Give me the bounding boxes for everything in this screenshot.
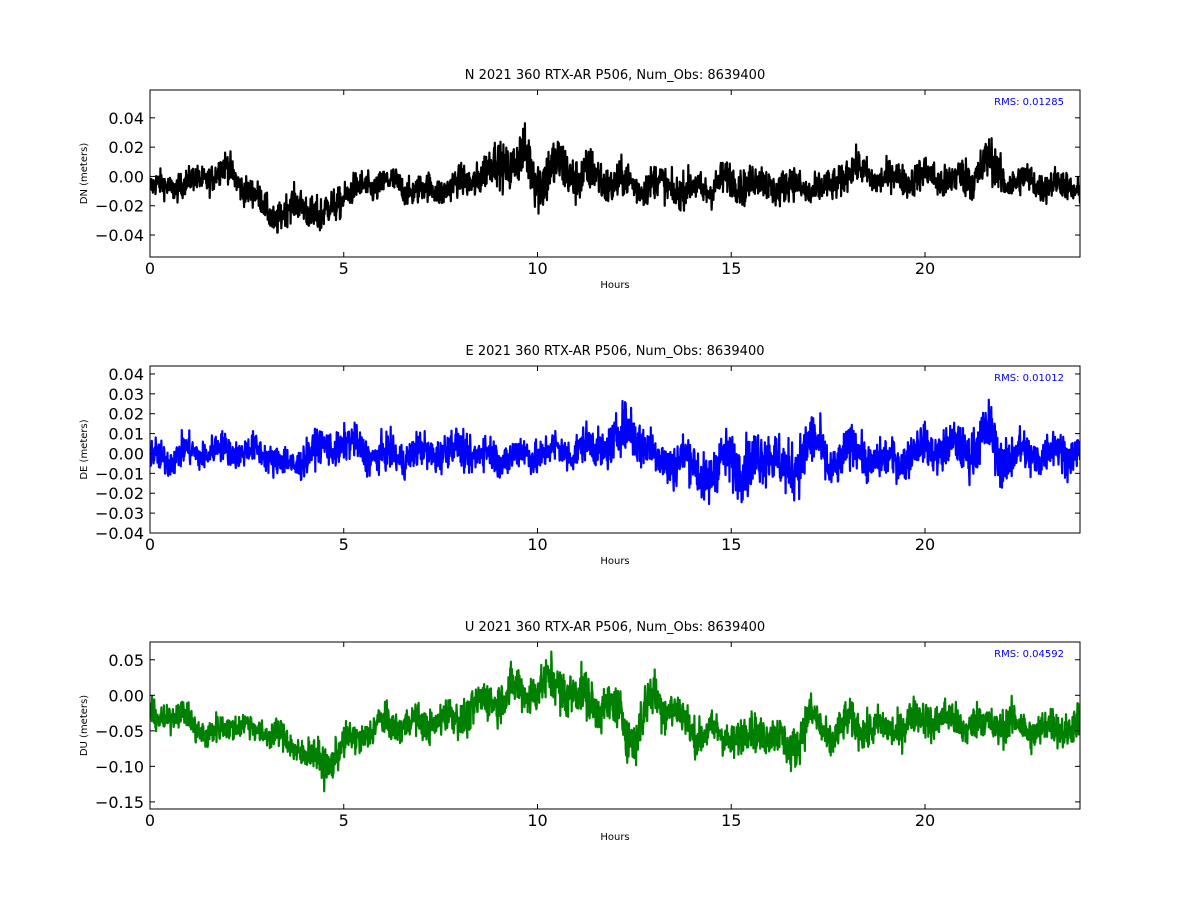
panel-title-up: U 2021 360 RTX-AR P506, Num_Obs: 8639400	[465, 620, 765, 635]
y-tick-label: −0.03	[95, 504, 144, 523]
x-axis-label-north: Hours	[600, 280, 629, 291]
plot-frame-up	[149, 641, 1081, 810]
x-tick-label: 20	[915, 535, 935, 554]
series-line-up	[150, 650, 1080, 793]
x-tick-label: 0	[145, 811, 155, 830]
x-tick-label: 20	[915, 811, 935, 830]
y-axis-label-east: DE (meters)	[79, 419, 90, 479]
panel-north: 0 5 10 15 20 −0.04 −0.02 0.00 0.02 0.04 N 2021 360…	[79, 68, 1081, 291]
x-tick-label: 15	[721, 259, 741, 278]
y-tick-label: −0.05	[95, 722, 144, 741]
y-tick-label: −0.15	[95, 793, 144, 812]
x-tick-label: 5	[339, 259, 349, 278]
y-axis-label-up: DU (meters)	[79, 695, 90, 756]
y-tick-label: −0.10	[95, 757, 144, 776]
plot-frame-north	[149, 89, 1081, 258]
y-tick-label: 0.03	[108, 385, 144, 404]
y-tick-label: −0.04	[95, 524, 144, 543]
y-tick-label: −0.02	[95, 484, 144, 503]
y-tick-label: −0.02	[95, 197, 144, 216]
y-tick-label: −0.01	[95, 464, 144, 483]
y-tick-label: 0.00	[108, 444, 144, 463]
rms-annotation-up: RMS: 0.04592	[994, 649, 1064, 660]
plot-frame-east	[149, 365, 1081, 534]
rms-annotation-east: RMS: 0.01012	[994, 373, 1064, 384]
x-tick-label: 10	[527, 535, 547, 554]
panels: 0 5 10 15 20 −0.04 −0.02 0.00 0.02 0.04 N 2021 360…	[79, 68, 1081, 843]
x-axis-label-east: Hours	[600, 556, 629, 567]
y-tick-label: −0.04	[95, 226, 144, 245]
series-line-north	[150, 122, 1080, 234]
y-tick-label: 0.05	[108, 651, 144, 670]
x-axis-label-up: Hours	[600, 832, 629, 843]
y-tick-label: 0.00	[108, 167, 144, 186]
x-tick-label: 10	[527, 811, 547, 830]
x-tick-label: 20	[915, 259, 935, 278]
panel-east: 0 5 10 15 20 −0.04−0.03−0.02−0.010.000.010.02…	[79, 344, 1081, 567]
x-tick-label: 15	[721, 811, 741, 830]
panel-title-north: N 2021 360 RTX-AR P506, Num_Obs: 8639400	[465, 68, 765, 83]
y-tick-label: 0.00	[108, 686, 144, 705]
y-tick-label: 0.02	[108, 405, 144, 424]
x-tick-label: 10	[527, 259, 547, 278]
x-tick-label: 0	[145, 535, 155, 554]
y-tick-label: 0.02	[108, 138, 144, 157]
y-tick-label: 0.04	[108, 365, 144, 384]
y-tick-label: 0.01	[108, 425, 144, 444]
x-tick-label: 15	[721, 535, 741, 554]
x-tick-label: 0	[145, 259, 155, 278]
y-tick-label: 0.04	[108, 109, 144, 128]
y-axis-label-north: DN (meters)	[79, 143, 90, 205]
panel-up: 0 5 10 15 20 −0.15 −0.10 −0.05 0.00 0.05 U 2021 36…	[79, 620, 1081, 843]
series-line-east	[150, 398, 1080, 506]
rms-annotation-north: RMS: 0.01285	[994, 97, 1064, 108]
x-tick-label: 5	[339, 535, 349, 554]
panel-title-east: E 2021 360 RTX-AR P506, Num_Obs: 8639400	[466, 344, 765, 359]
x-tick-label: 5	[339, 811, 349, 830]
